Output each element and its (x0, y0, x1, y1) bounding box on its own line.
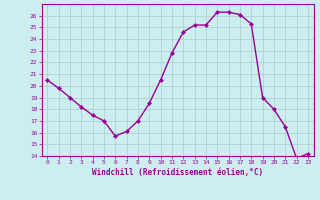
X-axis label: Windchill (Refroidissement éolien,°C): Windchill (Refroidissement éolien,°C) (92, 168, 263, 177)
